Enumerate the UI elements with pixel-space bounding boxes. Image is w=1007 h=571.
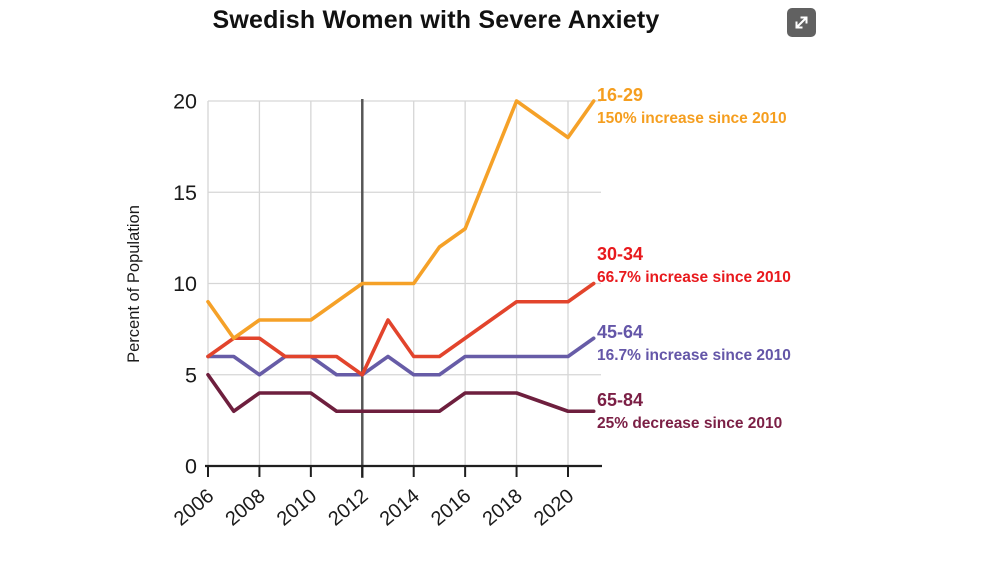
x-tick-label: 2018 (479, 485, 527, 530)
axes (205, 464, 602, 477)
x-tick-label: 2014 (376, 485, 424, 530)
x-tick-label: 2012 (324, 485, 372, 530)
chart-legend: 16-29 150% increase since 2010 30-34 66.… (597, 0, 857, 571)
series-lines (206, 99, 596, 414)
series-line-30-34 (206, 281, 596, 377)
expand-arrows-icon (795, 16, 808, 29)
y-tick-label: 15 (173, 181, 197, 205)
y-axis-title: Percent of Population (125, 205, 143, 363)
gridlines (207, 100, 601, 466)
legend-entry: 16-29 150% increase since 2010 (597, 84, 787, 130)
series-line-65-84 (206, 372, 596, 414)
legend-age-label: 45-64 (597, 322, 644, 342)
y-tick-label: 10 (173, 272, 197, 296)
legend-annotation: 150% increase since 2010 (597, 110, 787, 127)
legend-age-label: 16-29 (597, 85, 644, 105)
legend-age-label: 65-84 (597, 390, 644, 410)
x-tick-label: 2016 (427, 485, 475, 530)
legend-annotation: 25% decrease since 2010 (597, 415, 783, 432)
legend-age-label: 30-34 (597, 244, 644, 264)
series-line-45-64 (206, 336, 596, 377)
legend-entry: 45-64 16.7% increase since 2010 (597, 321, 791, 367)
y-tick-label: 20 (173, 90, 197, 114)
expand-button[interactable] (787, 8, 816, 37)
x-tick-label: 2020 (530, 485, 578, 530)
y-tick-label: 5 (185, 363, 197, 387)
legend-entry: 30-34 66.7% increase since 2010 (597, 243, 791, 289)
y-tick-label: 0 (185, 455, 197, 479)
chart-title: Swedish Women with Severe Anxiety (212, 6, 660, 34)
x-tick-label: 2006 (170, 485, 218, 530)
axis-labels: 2006 2008 2010 2012 2014 2016 2018 2020 0 5 10 15 20… (125, 90, 578, 531)
legend-annotation: 66.7% increase since 2010 (597, 269, 791, 286)
series-line-16-29 (206, 99, 596, 341)
x-tick-label: 2008 (221, 485, 269, 530)
legend-annotation: 16.7% increase since 2010 (597, 347, 791, 364)
x-tick-label: 2010 (273, 485, 321, 530)
legend-entry: 65-84 25% decrease since 2010 (597, 389, 782, 435)
